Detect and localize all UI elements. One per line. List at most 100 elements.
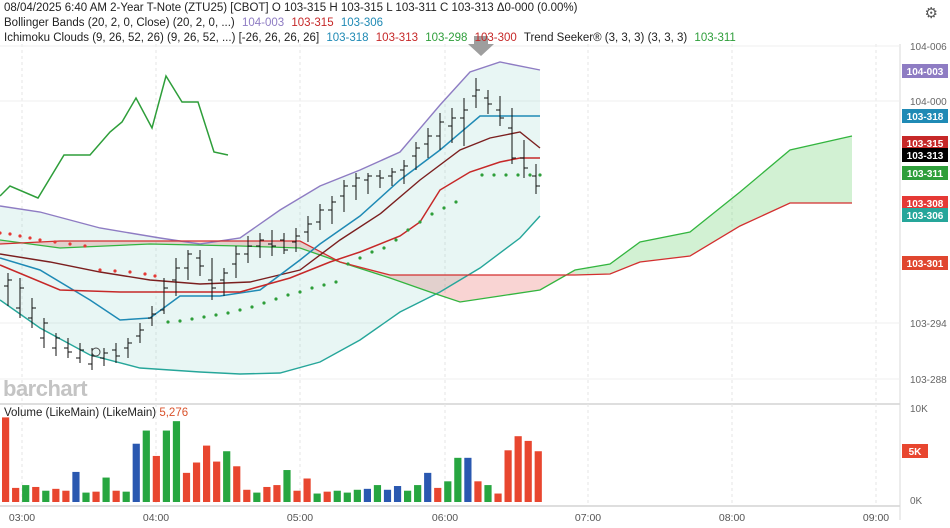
volume-bar bbox=[32, 486, 40, 502]
volume-bar bbox=[373, 485, 382, 502]
price-badge bbox=[902, 109, 948, 123]
volume-bar bbox=[534, 451, 542, 502]
trend-seeker-dot-red bbox=[0, 231, 2, 235]
bb-label: Bollinger Bands (20, 2, 0, Close) (20, 2… bbox=[4, 17, 235, 29]
volume-bar bbox=[383, 489, 392, 502]
volume-bar bbox=[263, 486, 271, 502]
time-tick-label: 06:00 bbox=[432, 512, 458, 524]
axes: 03:00 04:00 05:00 06:00 07:00 08:00 09:00 104-0… bbox=[9, 42, 948, 524]
senkou-span-a bbox=[0, 135, 853, 303]
cloud-bearish bbox=[0, 240, 575, 302]
trend-seeker-dot-green bbox=[394, 238, 398, 242]
volume-bar bbox=[303, 478, 311, 502]
volume-bar bbox=[363, 488, 371, 502]
price-badge bbox=[902, 196, 948, 210]
volume-tick-label: 10K bbox=[910, 404, 928, 415]
trend-seeker-dot-green bbox=[492, 173, 496, 177]
volume-bar bbox=[62, 490, 70, 502]
volume-bar bbox=[474, 481, 482, 502]
bollinger-fill bbox=[0, 62, 540, 374]
trend-seeker-dot-green bbox=[190, 317, 194, 321]
trend-seeker-dot-red bbox=[28, 236, 32, 240]
trend-seeker-dot-red bbox=[143, 272, 147, 276]
volume-bar bbox=[353, 489, 361, 502]
quote-header: 08/04/2025 6:40 AM 2-Year T-Note (ZTU25)… bbox=[4, 2, 581, 14]
ichimoku-legend[interactable]: Ichimoku Clouds (9, 26, 52, 26) (9, 26, … bbox=[4, 32, 740, 44]
price-badge bbox=[902, 64, 948, 78]
volume-bar bbox=[52, 488, 60, 502]
chikou-span bbox=[0, 74, 229, 199]
volume-bar bbox=[2, 417, 10, 502]
volume-tick-label: 0K bbox=[910, 496, 923, 507]
volume-bar bbox=[72, 471, 80, 502]
trend-seeker-dot-red bbox=[38, 238, 42, 242]
trend-seeker-dot-green bbox=[528, 173, 532, 177]
volume-bar bbox=[223, 451, 231, 502]
bollinger-bands bbox=[0, 61, 541, 375]
price-badge bbox=[902, 208, 948, 222]
trend-seeker-dot-green bbox=[346, 262, 350, 266]
trend-seeker-dot-red bbox=[153, 274, 157, 278]
volume-bars bbox=[2, 417, 542, 502]
price-badge-label: 103-301 bbox=[907, 259, 944, 270]
volume-bar bbox=[92, 491, 100, 502]
volume-bar bbox=[404, 490, 412, 502]
price-badge bbox=[902, 148, 948, 162]
volume-bar bbox=[464, 457, 472, 502]
volume-badge bbox=[902, 444, 928, 458]
trend-seeker-dot-red bbox=[18, 234, 22, 238]
volume-bar bbox=[514, 436, 522, 502]
ich-value-1: 103-318 bbox=[326, 32, 369, 44]
kijun-sen bbox=[0, 157, 540, 293]
trend-seeker-dot-green bbox=[298, 290, 302, 294]
time-tick-label: 08:00 bbox=[719, 512, 745, 524]
volume-bar bbox=[273, 485, 281, 502]
trend-seeker-dot-green bbox=[250, 305, 254, 309]
volume-bar bbox=[213, 461, 221, 502]
volume-bar bbox=[313, 493, 321, 502]
volume-bar bbox=[233, 466, 241, 502]
price-bars bbox=[4, 36, 540, 370]
volume-bar bbox=[504, 450, 512, 502]
gear-icon[interactable]: ⚙ bbox=[924, 5, 938, 22]
volume-bar bbox=[112, 490, 120, 502]
tenkan-sen bbox=[0, 115, 540, 321]
volume-bar bbox=[22, 485, 30, 502]
volume-bar bbox=[192, 462, 201, 502]
trend-seeker-dot-green bbox=[430, 212, 434, 216]
barchart-logo: barchart bbox=[3, 376, 88, 401]
price-tick-label: 104-006 bbox=[910, 42, 947, 53]
time-tick-label: 07:00 bbox=[575, 512, 601, 524]
volume-bar bbox=[162, 430, 170, 502]
volume-bar bbox=[393, 486, 402, 502]
ichimoku-label: Ichimoku Clouds (9, 26, 52, 26) (9, 26, … bbox=[4, 32, 320, 44]
trend-seeker-dot-red bbox=[113, 269, 117, 273]
trend-seeker-dot-red bbox=[98, 268, 102, 272]
volume-bar bbox=[444, 481, 452, 502]
trend-seeker-dot-green bbox=[418, 220, 422, 224]
volume-bar bbox=[484, 485, 492, 502]
volume-bar bbox=[283, 470, 291, 502]
price-tick-label: 103-294 bbox=[910, 319, 947, 330]
bollinger-middle bbox=[0, 131, 541, 285]
bollinger-legend[interactable]: Bollinger Bands (20, 2, 0, Close) (20, 2… bbox=[4, 17, 387, 29]
volume-bar bbox=[42, 490, 50, 502]
trend-seeker-dot-green bbox=[406, 228, 410, 232]
low-marker-icon bbox=[91, 347, 101, 357]
trend-seeker-dot-green bbox=[238, 308, 242, 312]
trend-seeker-dot-green bbox=[214, 313, 218, 317]
price-badge bbox=[902, 136, 948, 150]
price-badge bbox=[902, 166, 948, 180]
bollinger-lower bbox=[0, 215, 541, 375]
trend-seeker-dot-green bbox=[358, 256, 362, 260]
price-tick-label: 103-288 bbox=[910, 375, 947, 386]
ichimoku-cloud bbox=[0, 136, 852, 302]
volume-value: 5,276 bbox=[159, 407, 189, 419]
senkou-span-b bbox=[0, 202, 852, 276]
volume-badge-label: 5K bbox=[909, 447, 923, 458]
trend-seeker-dot-green bbox=[262, 301, 266, 305]
time-tick-label: 09:00 bbox=[863, 512, 889, 524]
trend-seeker-dot-green bbox=[370, 250, 374, 254]
volume-legend[interactable]: Volume (LikeMain) (LikeMain) 5,276 bbox=[4, 407, 188, 419]
